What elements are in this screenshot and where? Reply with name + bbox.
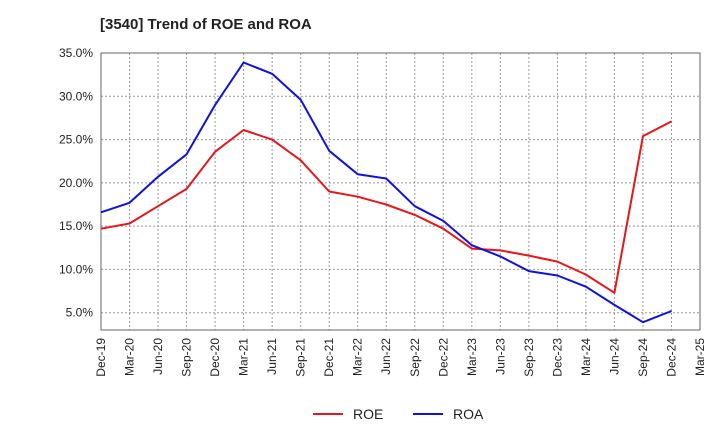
x-tick-label: Dec-22: [436, 338, 450, 377]
series-line-roe: [100, 120, 672, 294]
y-tick-label: 25.0%: [59, 133, 93, 147]
x-tick-label: Dec-24: [664, 338, 678, 377]
x-tick-label: Sep-20: [180, 338, 194, 377]
series-line-roa: [100, 61, 672, 324]
x-tick-label: Mar-20: [123, 338, 137, 376]
x-tick-label: Mar-24: [579, 338, 593, 376]
legend-label-roe: ROE: [353, 406, 383, 422]
x-tick-label: Dec-20: [208, 338, 222, 377]
x-tick-label: Sep-23: [522, 338, 536, 377]
y-tick-label: 30.0%: [59, 89, 93, 103]
plot-border: [100, 52, 701, 331]
x-tick-label: Jun-22: [379, 338, 393, 375]
x-tick-label: Mar-21: [237, 338, 251, 376]
y-tick-label: 10.0%: [59, 262, 93, 276]
y-tick-label: 15.0%: [59, 219, 93, 233]
x-tick-label: Jun-24: [607, 338, 621, 375]
x-tick-label: Sep-22: [408, 338, 422, 377]
x-tick-label: Sep-21: [294, 338, 308, 377]
x-tick-label: Jun-21: [265, 338, 279, 375]
y-tick-label: 20.0%: [59, 176, 93, 190]
y-tick-label: 35.0%: [59, 46, 93, 60]
x-tick-label: Dec-21: [322, 338, 336, 377]
x-tick-label: Jun-23: [493, 338, 507, 375]
legend-label-roa: ROA: [453, 406, 484, 422]
x-tick-label: Mar-23: [465, 338, 479, 376]
x-tick-label: Mar-25: [693, 338, 707, 376]
chart-title: [3540] Trend of ROE and ROA: [100, 16, 312, 33]
x-tick-label: Sep-24: [636, 338, 650, 377]
x-tick-label: Mar-22: [351, 338, 365, 376]
x-tick-label: Jun-20: [151, 338, 165, 375]
x-tick-label: Dec-19: [94, 338, 108, 377]
y-tick-label: 5.0%: [66, 306, 94, 320]
x-tick-label: Dec-23: [550, 338, 564, 377]
